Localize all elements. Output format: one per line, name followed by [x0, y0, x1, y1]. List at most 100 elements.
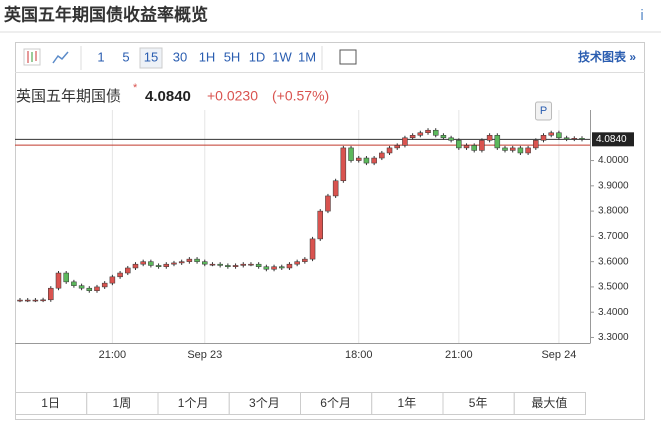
toolbar-button[interactable]: 1D — [249, 49, 266, 64]
toolbar-button[interactable]: 5 — [122, 49, 129, 64]
candle-body — [563, 137, 570, 140]
candle-body — [425, 129, 431, 133]
toolbar-button[interactable]: 15 — [144, 49, 158, 64]
candle-body — [125, 267, 131, 274]
candle-body — [486, 135, 493, 141]
instrument: 英国五年期国债 — [16, 87, 121, 105]
candle-body — [63, 272, 69, 283]
candle-body — [117, 272, 123, 278]
candle-body — [332, 180, 339, 197]
candle-body — [494, 135, 501, 149]
candle-body — [163, 263, 170, 267]
candle-body — [279, 266, 285, 269]
last-price: 4.0840 — [145, 88, 191, 105]
toolbar-button[interactable]: 5H — [224, 49, 241, 64]
marker-box[interactable] — [535, 101, 553, 121]
candle-body — [456, 140, 462, 149]
table-icon[interactable] — [339, 49, 357, 65]
candle-body — [225, 265, 231, 267]
candle-body — [317, 210, 323, 240]
marker-label[interactable]: P — [540, 105, 547, 117]
y-tick-label: 4.0000 — [598, 155, 629, 166]
range-label[interactable]: 最大值 — [531, 395, 567, 410]
x-tick-label: 18:00 — [345, 349, 373, 361]
candle-body — [24, 299, 31, 302]
range-label[interactable]: 6个月 — [320, 396, 351, 410]
candle-body — [55, 272, 62, 289]
range-label[interactable]: 3个月 — [249, 396, 280, 410]
candle-body — [202, 261, 208, 265]
candle-body — [71, 281, 77, 286]
candle-body — [17, 299, 23, 302]
candle-body — [48, 287, 54, 301]
candle-body — [155, 265, 162, 267]
candle-body — [363, 157, 370, 164]
range-label[interactable]: 1个月 — [178, 396, 209, 410]
candle-body — [232, 265, 239, 267]
candle-body — [502, 147, 508, 151]
candle-icon[interactable] — [23, 48, 41, 66]
candle-body — [432, 129, 439, 136]
candle-body — [186, 258, 193, 262]
y-tick-label: 3.6000 — [598, 256, 629, 267]
x-tick-label: Sep 24 — [541, 349, 576, 361]
candle-body — [178, 261, 185, 264]
candle-body — [463, 145, 470, 149]
candle-body — [255, 263, 262, 267]
y-tick-label: 3.3000 — [598, 332, 629, 343]
toolbar-button[interactable]: 1H — [199, 49, 216, 64]
candle-body — [371, 157, 377, 164]
candle-body — [571, 138, 578, 140]
last-price-tag-label: 4.0840 — [596, 134, 627, 145]
range-label[interactable]: 5年 — [469, 396, 488, 410]
y-tick-label: 3.4000 — [598, 307, 629, 318]
range-button[interactable] — [513, 392, 586, 415]
y-tick-label: 3.9000 — [598, 180, 629, 191]
candle-body — [556, 132, 562, 139]
candle-body — [379, 152, 385, 159]
info-icon[interactable]: i — [640, 7, 643, 24]
toolbar-active — [139, 47, 163, 69]
candle-body — [479, 140, 485, 151]
candle-body — [240, 263, 247, 266]
candle-body — [271, 266, 277, 270]
x-tick-label: 21:00 — [99, 349, 127, 361]
candle-body — [86, 287, 93, 291]
candle-body — [540, 135, 547, 141]
range-label[interactable]: 1周 — [113, 396, 132, 410]
range-label[interactable]: 1年 — [398, 396, 417, 410]
toolbar-button[interactable]: 1W — [272, 49, 292, 64]
range-label[interactable]: 1日 — [41, 396, 60, 410]
candle-body — [78, 285, 85, 289]
candle-body — [355, 157, 362, 161]
chart-frame — [15, 42, 645, 420]
toolbar-button[interactable]: 30 — [173, 49, 187, 64]
y-tick-label: 3.8000 — [598, 206, 629, 217]
candle-body — [148, 261, 154, 266]
y-tick-label: 3.7000 — [598, 231, 629, 242]
candle-body — [548, 132, 554, 136]
candle-body — [402, 137, 408, 146]
candle-body — [533, 140, 539, 149]
candle-body — [248, 263, 254, 266]
line-icon[interactable] — [52, 51, 69, 64]
tech-chart-link[interactable]: 技术图表 » — [578, 49, 636, 64]
candle-body — [140, 261, 146, 265]
x-tick-label: 21:00 — [445, 349, 473, 361]
change: +0.0230 — [207, 88, 258, 104]
candle-body — [471, 145, 477, 151]
live-dot: * — [133, 82, 138, 94]
toolbar-button[interactable]: 1M — [298, 49, 316, 64]
candle-body — [309, 238, 316, 260]
candle-body — [209, 263, 216, 266]
candle-body — [194, 258, 200, 262]
candle-body — [101, 282, 108, 288]
toolbar-button[interactable]: 1 — [97, 49, 104, 64]
candle-body — [409, 135, 416, 139]
candle-body — [294, 261, 300, 265]
candle-body — [348, 147, 354, 161]
candle-body — [509, 147, 516, 151]
candle-body — [325, 195, 331, 212]
candle-body — [171, 262, 177, 265]
